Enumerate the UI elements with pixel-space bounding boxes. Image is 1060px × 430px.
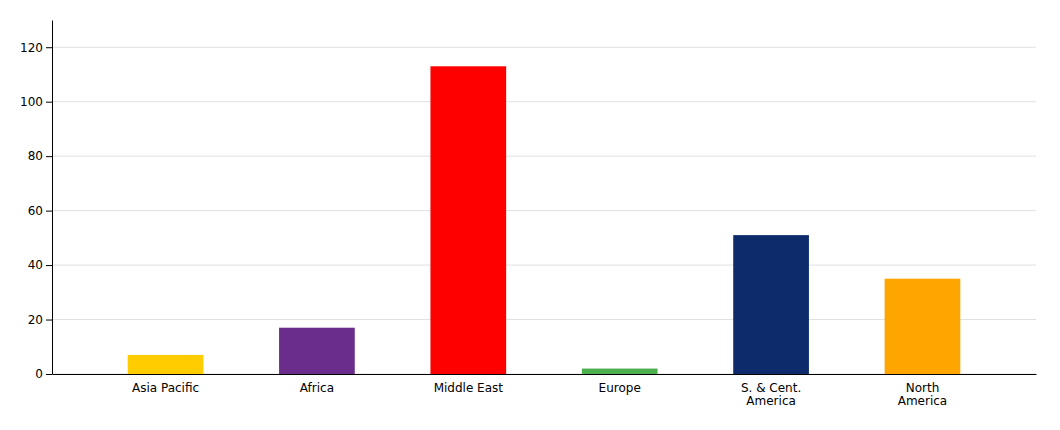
tick: Europe <box>599 381 641 395</box>
tick: 120 <box>20 41 52 55</box>
tick-label-line: Africa <box>300 381 334 395</box>
grid-line <box>52 265 1036 266</box>
tick-mark <box>46 211 52 212</box>
axis-line <box>53 374 1037 375</box>
grid-line <box>52 47 1036 48</box>
tick: 40 <box>28 258 52 272</box>
bar <box>733 235 809 374</box>
tick-mark <box>46 156 52 157</box>
bar <box>430 66 506 374</box>
chart: 0 20 40 60 80 100 120 Asia Pacific Africa Middle … <box>0 0 1060 430</box>
tick-label: Middle East <box>434 381 504 395</box>
bar <box>279 328 355 374</box>
bar <box>582 369 658 374</box>
tick-label: 80 <box>28 149 43 163</box>
tick-label-line: Asia Pacific <box>132 381 199 395</box>
tick: Asia Pacific <box>132 381 199 395</box>
tick-mark <box>46 374 52 375</box>
tick: 20 <box>28 313 52 327</box>
axis-line <box>52 21 53 375</box>
tick: 0 <box>35 367 52 381</box>
grid-line <box>52 156 1036 157</box>
bar <box>128 355 204 374</box>
tick-label-line: S. & Cent. <box>741 381 801 395</box>
tick: NorthAmerica <box>898 381 948 409</box>
tick-label: 20 <box>28 313 43 327</box>
tick-label: NorthAmerica <box>898 381 948 409</box>
tick-label: 40 <box>28 258 43 272</box>
tick-label: Asia Pacific <box>132 381 199 395</box>
grid <box>52 47 1036 374</box>
tick-mark <box>46 47 52 48</box>
tick-label: 120 <box>20 41 43 55</box>
tick-mark <box>46 102 52 103</box>
grid-line <box>52 101 1036 102</box>
tick: Middle East <box>434 381 504 395</box>
tick: 60 <box>28 204 52 218</box>
tick-label: 0 <box>35 367 43 381</box>
y-axis: 0 20 40 60 80 100 120 <box>20 21 52 382</box>
tick-mark <box>46 265 52 266</box>
tick: 100 <box>20 95 52 109</box>
tick-label: S. & Cent.America <box>741 381 801 409</box>
tick-label-line: Middle East <box>434 381 504 395</box>
tick: S. & Cent.America <box>741 381 801 409</box>
tick-label-line: Europe <box>599 381 641 395</box>
x-axis: Asia Pacific Africa Middle East Europe S. & … <box>53 375 1037 409</box>
tick-label-line: America <box>746 394 796 408</box>
tick-label: 100 <box>20 95 43 109</box>
bars <box>128 66 961 374</box>
tick-label: 60 <box>28 204 43 218</box>
grid-line <box>52 210 1036 211</box>
tick-label-line: America <box>898 394 948 408</box>
tick-mark <box>46 320 52 321</box>
tick-label-line: North <box>906 381 940 395</box>
tick: Africa <box>300 381 334 395</box>
tick-label: Europe <box>599 381 641 395</box>
tick-label: Africa <box>300 381 334 395</box>
tick: 80 <box>28 149 52 163</box>
bar <box>885 279 961 374</box>
